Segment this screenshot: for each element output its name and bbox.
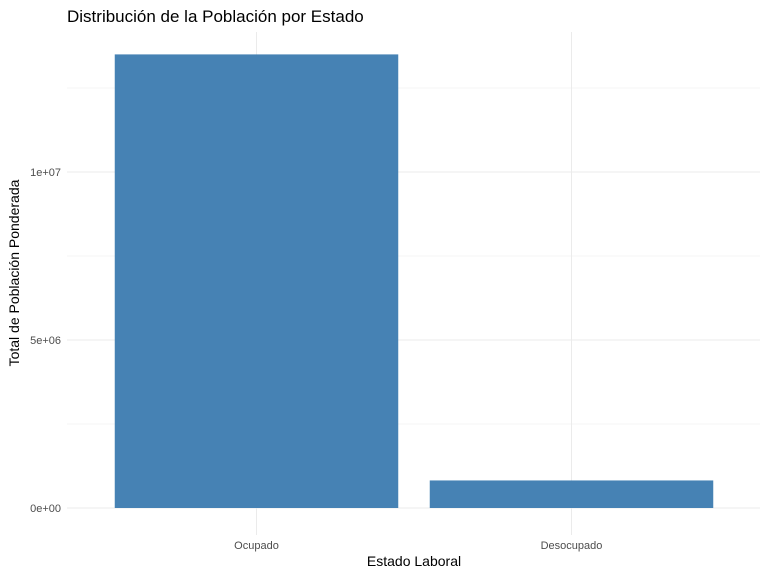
y-tick-label: 1e+07 [30, 167, 61, 179]
bar-ocupado [114, 54, 399, 509]
y-tick-label: 5e+06 [30, 335, 61, 347]
bars [114, 54, 714, 509]
x-axis-title: Estado Laboral [367, 553, 461, 569]
x-axis-ticks: Ocupado Desocupado [234, 540, 602, 552]
x-tick-label: Ocupado [234, 540, 279, 552]
y-axis-title: Total de Población Ponderada [6, 179, 22, 366]
bar-desocupado [429, 480, 714, 508]
x-tick-label: Desocupado [541, 540, 603, 552]
y-tick-label: 0e+00 [30, 503, 61, 515]
y-axis-ticks: 0e+00 5e+06 1e+07 [30, 167, 61, 515]
chart-title: Distribución de la Población por Estado [67, 7, 364, 26]
